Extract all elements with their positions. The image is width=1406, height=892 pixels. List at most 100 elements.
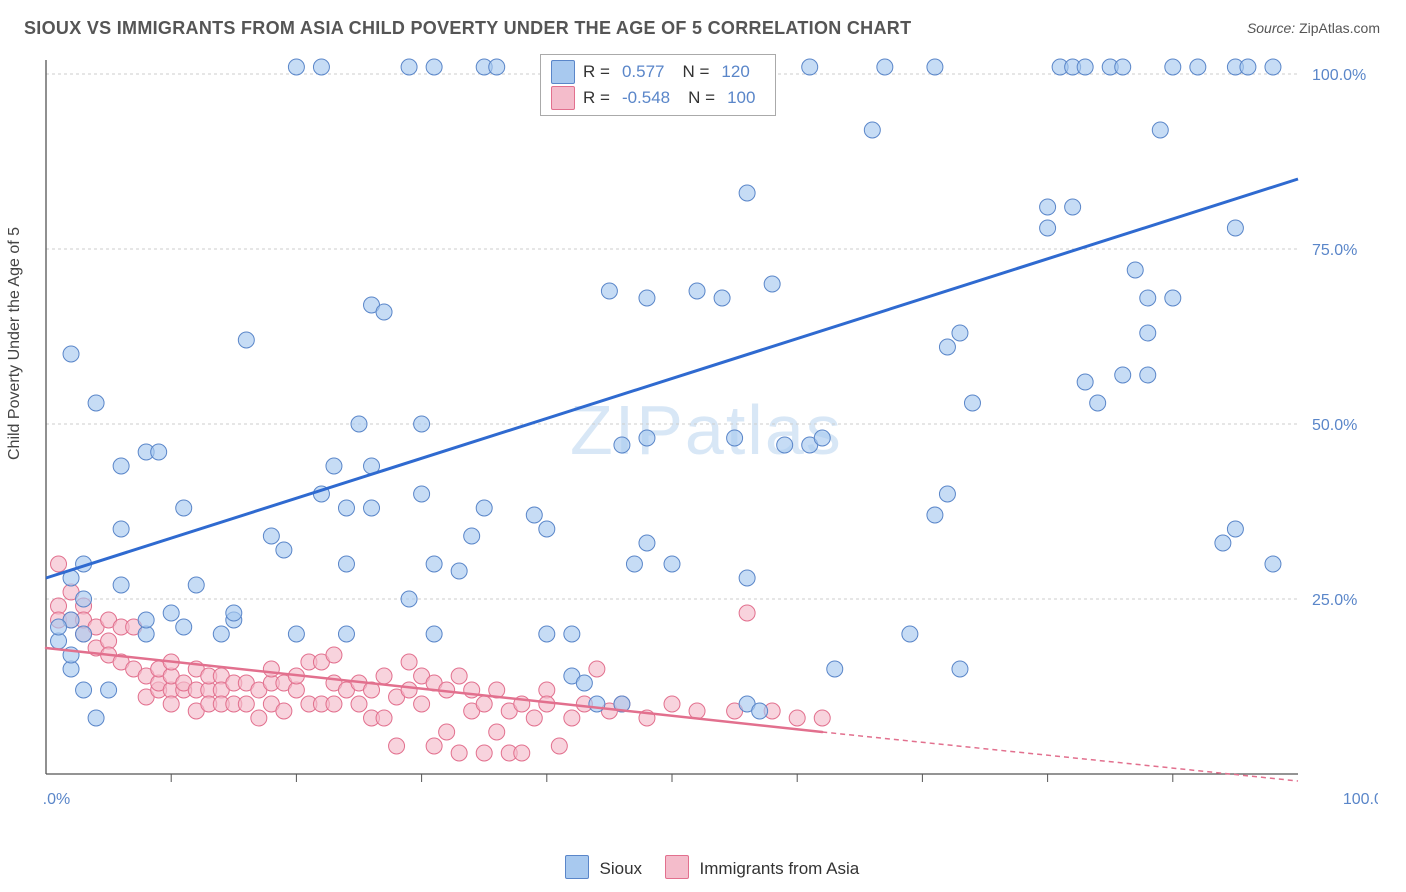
legend-swatch-a-icon <box>551 60 575 84</box>
scatter-point <box>1115 59 1131 75</box>
y-tick-label: 100.0% <box>1312 67 1366 84</box>
scatter-point <box>426 59 442 75</box>
scatter-point <box>601 283 617 299</box>
scatter-point <box>489 59 505 75</box>
legend-stats: R = 0.577 N = 120 R = -0.548 N = 100 <box>540 54 776 116</box>
scatter-point <box>151 444 167 460</box>
scatter-point <box>639 535 655 551</box>
y-tick-label: 50.0% <box>1312 417 1357 434</box>
scatter-point <box>401 59 417 75</box>
scatter-point <box>414 416 430 432</box>
legend-series-b-label: Immigrants from Asia <box>700 859 860 878</box>
scatter-point <box>476 696 492 712</box>
scatter-point <box>263 661 279 677</box>
scatter-point <box>426 556 442 572</box>
scatter-point <box>639 430 655 446</box>
scatter-point <box>439 724 455 740</box>
scatter-point <box>952 661 968 677</box>
scatter-point <box>1090 395 1106 411</box>
scatter-point <box>864 122 880 138</box>
scatter-point <box>664 696 680 712</box>
scatter-point <box>63 346 79 362</box>
scatter-point <box>589 661 605 677</box>
legend-stats-row-b: R = -0.548 N = 100 <box>551 85 765 111</box>
r-label-b: R = <box>583 85 610 111</box>
scatter-point <box>514 745 530 761</box>
scatter-point <box>288 626 304 642</box>
scatter-point <box>814 710 830 726</box>
scatter-point <box>213 626 229 642</box>
scatter-point <box>727 430 743 446</box>
legend-series: Sioux Immigrants from Asia <box>0 855 1406 879</box>
scatter-point <box>614 437 630 453</box>
n-label-a: N = <box>682 59 709 85</box>
scatter-point <box>626 556 642 572</box>
scatter-point <box>877 59 893 75</box>
scatter-point <box>639 290 655 306</box>
scatter-point <box>251 710 267 726</box>
scatter-point <box>426 738 442 754</box>
x-tick-label: 0.0% <box>42 791 70 808</box>
source-prefix: Source: <box>1247 20 1299 36</box>
scatter-point <box>401 654 417 670</box>
scatter-point <box>76 626 92 642</box>
scatter-point <box>902 626 918 642</box>
scatter-point <box>1115 367 1131 383</box>
scatter-point <box>376 710 392 726</box>
scatter-point <box>1165 290 1181 306</box>
scatter-point <box>401 591 417 607</box>
scatter-point <box>664 556 680 572</box>
scatter-point <box>564 710 580 726</box>
scatter-point <box>401 682 417 698</box>
scatter-point <box>827 661 843 677</box>
scatter-point <box>376 668 392 684</box>
scatter-point <box>326 458 342 474</box>
scatter-point <box>113 521 129 537</box>
scatter-point <box>288 59 304 75</box>
scatter-point <box>338 626 354 642</box>
scatter-point <box>101 682 117 698</box>
scatter-point <box>276 703 292 719</box>
scatter-point <box>88 710 104 726</box>
scatter-point <box>739 185 755 201</box>
legend-series-b-icon <box>665 855 689 879</box>
scatter-point <box>338 500 354 516</box>
scatter-point <box>351 416 367 432</box>
scatter-point <box>426 626 442 642</box>
scatter-point <box>1040 220 1056 236</box>
scatter-point <box>163 605 179 621</box>
x-tick-label: 100.0% <box>1343 791 1378 808</box>
scatter-point <box>1140 290 1156 306</box>
scatter-point <box>1140 367 1156 383</box>
r-label-a: R = <box>583 59 610 85</box>
scatter-point <box>589 696 605 712</box>
scatter-point <box>476 500 492 516</box>
scatter-point <box>113 458 129 474</box>
scatter-point <box>1152 122 1168 138</box>
scatter-point <box>689 283 705 299</box>
scatter-point <box>1165 59 1181 75</box>
scatter-point <box>226 605 242 621</box>
r-value-b: -0.548 <box>622 85 670 111</box>
legend-stats-row-a: R = 0.577 N = 120 <box>551 59 765 85</box>
scatter-point <box>476 745 492 761</box>
scatter-point <box>1077 374 1093 390</box>
scatter-point <box>1215 535 1231 551</box>
scatter-point <box>1227 220 1243 236</box>
plot-svg: 25.0%50.0%75.0%100.0%0.0%100.0% <box>42 54 1378 824</box>
scatter-point <box>539 521 555 537</box>
scatter-point <box>414 486 430 502</box>
scatter-point <box>88 395 104 411</box>
scatter-point <box>1065 199 1081 215</box>
scatter-point <box>464 528 480 544</box>
n-value-b: 100 <box>727 85 755 111</box>
scatter-point <box>739 605 755 621</box>
scatter-point <box>338 556 354 572</box>
scatter-point <box>927 59 943 75</box>
scatter-point <box>76 591 92 607</box>
scatter-point <box>526 507 542 523</box>
scatter-point <box>351 696 367 712</box>
scatter-point <box>451 668 467 684</box>
legend-swatch-b-icon <box>551 86 575 110</box>
scatter-point <box>176 500 192 516</box>
